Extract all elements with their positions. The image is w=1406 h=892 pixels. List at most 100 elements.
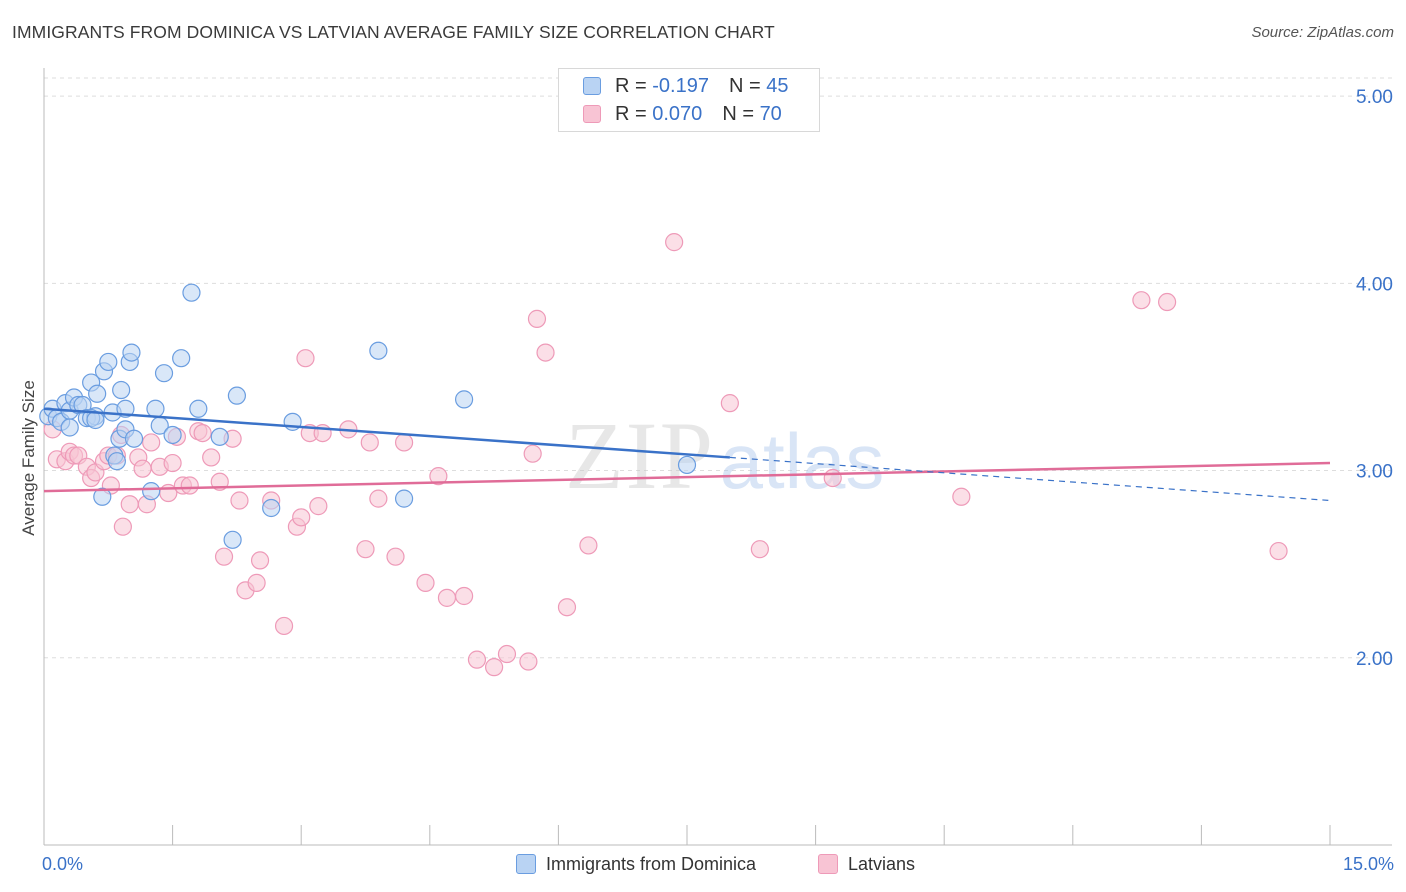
dominica-point [99,352,118,372]
latvians-point [665,233,684,252]
latvians-point [292,508,311,527]
latvians-point [120,495,139,514]
dominica-point [146,399,165,418]
dominica-point [454,390,474,409]
legend-item-latvians: Latvians [818,851,915,877]
chart-title: IMMIGRANTS FROM DOMINICA VS LATVIAN AVER… [12,22,775,42]
r-value: -0.197 [652,74,709,97]
latvians-point [579,536,598,555]
dominica-point [677,455,697,475]
latvians-point [720,394,739,413]
legend-row-latvians: R = 0.070 N = 70 [583,100,782,128]
latvians-point [386,547,405,566]
latvians-point [1158,292,1177,312]
dominica-point [60,418,79,437]
latvians-point [180,476,199,495]
latvians-point [394,433,414,452]
latvians-trend-line [43,461,1331,493]
n-label: N = [722,102,754,125]
dominica-points [39,283,697,549]
y-axis-label: Average Family Size [19,380,38,536]
dominica-point [262,498,281,518]
dominica-point [107,452,126,471]
y-tick-label: 2.00 [1356,649,1393,670]
latvians-point [750,540,769,559]
dominica-point [223,530,242,549]
legend-swatch-blue [516,854,536,874]
dominica-point [172,349,191,368]
latvians-point [467,650,487,669]
n-value: 45 [766,74,789,97]
watermark-atlas: atlas [720,417,885,505]
latvians-point [485,658,504,677]
r-value: 0.070 [652,102,703,125]
latvians-point [250,551,270,570]
dominica-point [189,399,208,418]
latvians-point [163,453,182,473]
legend-swatch-pink [583,105,601,123]
latvians-point [309,497,328,516]
watermark: ZIP atlas [565,402,884,509]
dominica-point [88,384,107,403]
y-tick-label: 3.00 [1356,462,1393,483]
legend-row-dominica: R = -0.197 N = 45 [583,72,788,100]
dominica-point [124,429,144,448]
latvians-point [437,588,457,607]
latvians-point [202,448,221,467]
dominica-point [163,425,182,445]
dominica-point [394,489,414,508]
grid-lines [44,77,1392,659]
correlation-legend: R = -0.197 N = 45 R = 0.070 N = 70 [558,68,820,132]
latvians-point [133,459,152,478]
dominica-point [210,427,229,446]
latvians-point [557,598,577,617]
dominica-point [122,343,141,362]
r-label: R = [615,102,647,125]
legend-swatch-blue [583,77,601,95]
latvians-point [523,444,542,463]
n-label: N = [728,74,761,97]
n-value: 70 [759,102,782,125]
latvians-point [527,309,547,328]
latvians-point [296,349,315,368]
dominica-point [112,380,131,400]
x-tick-label: 0.0% [42,854,83,874]
y-tick-label: 4.00 [1356,274,1393,295]
latvians-point [369,489,388,508]
dominica-point [369,341,388,360]
r-label: R = [615,74,647,97]
latvians-point [429,467,448,486]
source-label: Source: ZipAtlas.com [1251,24,1394,41]
latvians-point [193,423,212,443]
legend-label-dominica: Immigrants from Dominica [546,853,757,874]
latvians-point [356,540,375,559]
dominica-trend-extension [729,456,1331,502]
latvians-point [214,547,234,566]
latvians-point [274,616,294,636]
latvians-point [1269,541,1288,561]
dominica-point [93,487,112,506]
latvians-point [536,343,555,362]
legend-label-latvians: Latvians [848,853,916,874]
latvians-point [416,573,435,592]
latvians-point [360,433,379,452]
latvians-point [952,487,971,506]
x-tick-label: 15.0% [1343,854,1394,874]
legend-item-dominica: Immigrants from Dominica [516,851,756,877]
dominica-trend-line [43,407,730,459]
dominica-point [182,283,201,302]
latvians-point [519,652,538,671]
dominica-point [142,482,161,501]
axes: 2.00 3.00 4.00 5.00 0.0% 15.0% [42,68,1394,874]
y-tick-label: 5.00 [1356,87,1393,108]
trend-lines [43,407,1331,502]
latvians-point [823,468,842,488]
latvians-point [497,644,517,664]
latvians-point [113,517,132,536]
latvians-point [247,573,266,592]
legend-swatch-pink [818,854,838,874]
dominica-point [227,386,246,405]
latvians-point [230,491,249,510]
dominica-point [154,364,174,383]
latvians-point [454,586,474,606]
